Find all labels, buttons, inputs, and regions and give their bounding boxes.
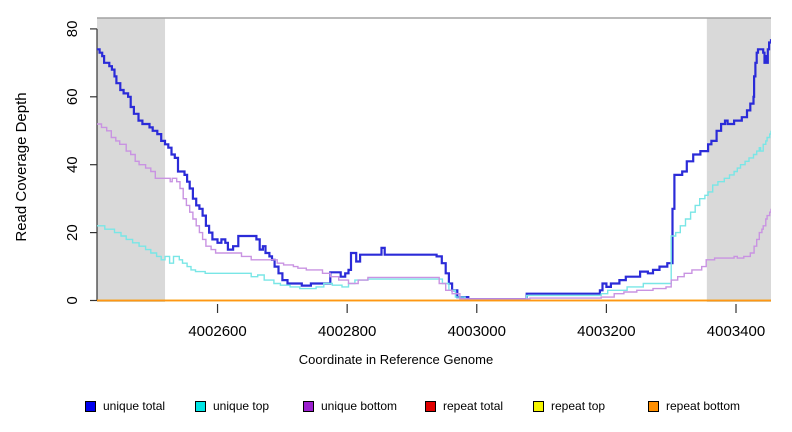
chart-legend: unique total unique top unique bottom repea… <box>0 398 792 418</box>
series-unique-top-line <box>97 130 771 301</box>
legend-label: repeat total <box>443 399 504 413</box>
legend-label: repeat top <box>551 399 606 413</box>
legend-item-unique-total: unique total <box>85 398 165 414</box>
y-tick-label: 40 <box>64 156 81 173</box>
legend-item-repeat-top: repeat top <box>533 398 605 414</box>
y-tick-label: 20 <box>64 224 81 241</box>
legend-label: repeat bottom <box>666 399 741 413</box>
shaded-region-left <box>97 18 166 302</box>
legend-swatch-unique-bottom <box>303 400 314 412</box>
x-tick-label: 4003200 <box>577 323 635 340</box>
y-axis-title: Read Coverage Depth <box>13 92 30 242</box>
legend-label: unique bottom <box>321 399 398 413</box>
series-unique-total-line <box>97 39 771 301</box>
legend-swatch-repeat-top <box>533 400 544 412</box>
shaded-region-right <box>706 18 771 302</box>
legend-item-unique-top: unique top <box>195 398 269 414</box>
x-tick-label: 4003000 <box>448 323 506 340</box>
y-tick-label: 60 <box>64 88 81 105</box>
legend-item-repeat-bottom: repeat bottom <box>648 398 740 414</box>
x-axis-title: Coordinate in Reference Genome <box>298 352 494 367</box>
legend-label: unique total <box>103 399 166 413</box>
x-tick-label: 4002800 <box>318 323 376 340</box>
x-tick-label: 4003400 <box>707 323 765 340</box>
legend-label: unique top <box>213 399 270 413</box>
y-tick-label: 0 <box>64 296 81 304</box>
x-tick-label: 4002600 <box>188 323 246 340</box>
legend-swatch-unique-total <box>85 400 96 412</box>
legend-item-repeat-total: repeat total <box>425 398 503 414</box>
legend-swatch-repeat-total <box>425 400 436 412</box>
legend-swatch-unique-top <box>195 400 206 412</box>
series-unique-bottom-line <box>97 123 771 300</box>
legend-swatch-repeat-bottom <box>648 400 659 412</box>
legend-item-unique-bottom: unique bottom <box>303 398 397 414</box>
y-tick-label: 80 <box>64 21 81 38</box>
